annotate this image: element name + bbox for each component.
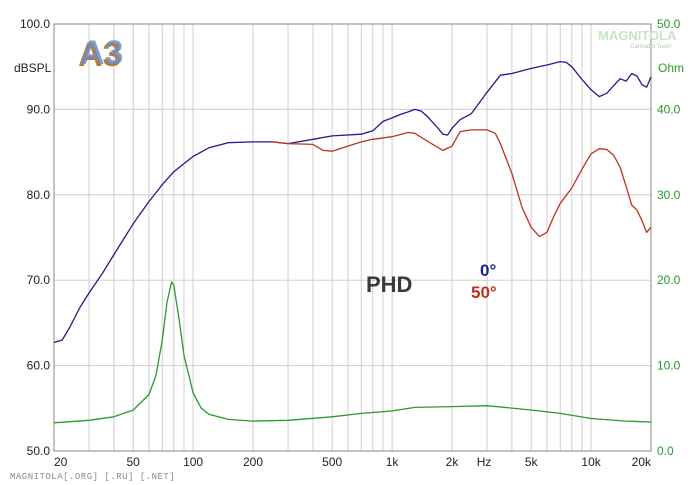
x-tick-label: 10k <box>581 455 601 469</box>
right-tick-label: 30.0 <box>657 188 681 202</box>
annotation-phd: PHD <box>366 272 412 297</box>
right-axis-ticks: 0.0 10.0 20.0 30.0 40.0 50.0 <box>657 17 681 458</box>
plot-frame <box>53 23 652 452</box>
logo-a3-shadow: A3 <box>78 36 121 74</box>
series-0deg <box>53 60 652 344</box>
left-tick-label: 90.0 <box>27 102 51 116</box>
x-tick-label: 200 <box>243 455 263 469</box>
logo-a3: A3 A3 <box>78 34 123 74</box>
x-axis-ticks: 20 50 100 200 500 1k 2k 5k 10k 20k Hz <box>54 455 652 469</box>
right-tick-label: 40.0 <box>657 102 681 116</box>
watermark-text: MAGNITOLA <box>598 28 677 43</box>
right-tick-label: 50.0 <box>657 17 681 31</box>
left-tick-label: 50.0 <box>27 444 51 458</box>
x-tick-label: 20 <box>54 455 68 469</box>
watermark-logo: MAGNITOLA CarAudio Team <box>598 28 677 50</box>
series-impedance <box>53 281 652 424</box>
x-tick-label: 20k <box>632 455 652 469</box>
series-layer <box>53 60 652 424</box>
x-tick-label: 100 <box>183 455 203 469</box>
legend-0deg: 0° <box>480 261 496 280</box>
left-tick-label: 60.0 <box>27 359 51 373</box>
watermark-subtext: CarAudio Team <box>630 44 671 50</box>
left-axis-unit: dBSPL <box>14 61 52 75</box>
logo-a3-text: A3 <box>80 34 123 72</box>
left-tick-label: 70.0 <box>27 273 51 287</box>
grid <box>54 24 651 451</box>
x-axis-unit: Hz <box>477 455 492 469</box>
right-tick-label: 0.0 <box>657 444 674 458</box>
x-tick-label: 5k <box>525 455 539 469</box>
left-tick-label: 80.0 <box>27 188 51 202</box>
x-tick-label: 1k <box>386 455 400 469</box>
series-50deg <box>272 129 652 238</box>
legend-50deg: 50° <box>471 283 497 302</box>
x-tick-label: 50 <box>127 455 141 469</box>
left-tick-label: 100.0 <box>20 17 50 31</box>
right-tick-label: 10.0 <box>657 359 681 373</box>
right-axis-unit: Ohm <box>658 61 684 75</box>
footer-credit: MAGNITOLA[.ORG] [.RU] [.NET] <box>10 472 175 482</box>
x-tick-label: 2k <box>446 455 460 469</box>
x-tick-label: 500 <box>322 455 342 469</box>
left-axis-ticks: 50.0 60.0 70.0 80.0 90.0 100.0 <box>20 17 50 458</box>
right-tick-label: 20.0 <box>657 273 681 287</box>
